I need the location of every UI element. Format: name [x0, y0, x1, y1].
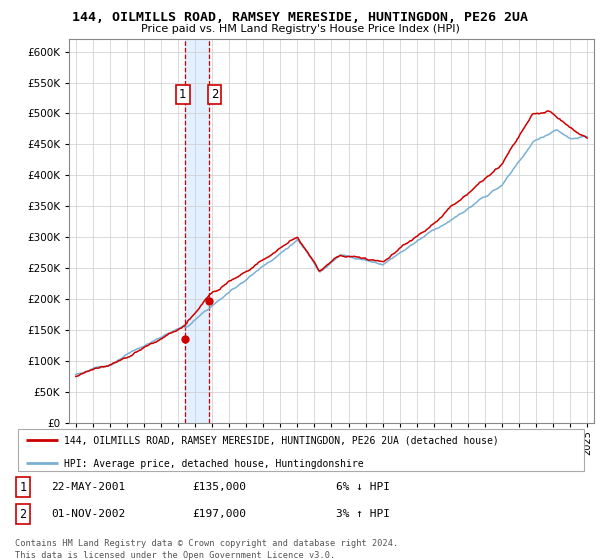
Text: 1: 1 — [19, 480, 26, 494]
Bar — [185, 39, 209, 423]
Text: 2: 2 — [211, 88, 218, 101]
Text: 6% ↓ HPI: 6% ↓ HPI — [336, 482, 390, 492]
Text: HPI: Average price, detached house, Huntingdonshire: HPI: Average price, detached house, Hunt… — [64, 459, 364, 469]
Text: 3% ↑ HPI: 3% ↑ HPI — [336, 509, 390, 519]
Text: Price paid vs. HM Land Registry's House Price Index (HPI): Price paid vs. HM Land Registry's House … — [140, 24, 460, 34]
Text: £197,000: £197,000 — [192, 509, 246, 519]
Text: £135,000: £135,000 — [192, 482, 246, 492]
Text: 22-MAY-2001: 22-MAY-2001 — [51, 482, 125, 492]
Text: Contains HM Land Registry data © Crown copyright and database right 2024.
This d: Contains HM Land Registry data © Crown c… — [15, 539, 398, 560]
Text: 2: 2 — [19, 507, 26, 521]
Text: 1: 1 — [179, 88, 187, 101]
FancyBboxPatch shape — [18, 429, 584, 472]
Text: 144, OILMILLS ROAD, RAMSEY MERESIDE, HUNTINGDON, PE26 2UA: 144, OILMILLS ROAD, RAMSEY MERESIDE, HUN… — [72, 11, 528, 24]
Text: 01-NOV-2002: 01-NOV-2002 — [51, 509, 125, 519]
Text: 144, OILMILLS ROAD, RAMSEY MERESIDE, HUNTINGDON, PE26 2UA (detached house): 144, OILMILLS ROAD, RAMSEY MERESIDE, HUN… — [64, 436, 499, 446]
